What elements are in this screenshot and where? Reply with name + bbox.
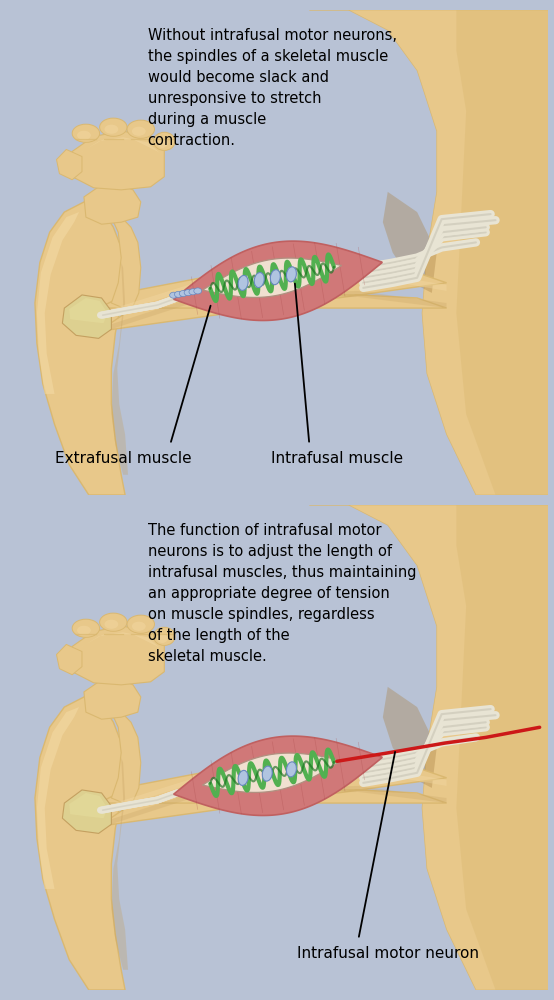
Polygon shape bbox=[203, 258, 342, 297]
Ellipse shape bbox=[105, 620, 118, 629]
Ellipse shape bbox=[132, 622, 146, 631]
Polygon shape bbox=[456, 505, 548, 990]
Text: Extrafusal muscle: Extrafusal muscle bbox=[55, 451, 192, 466]
Polygon shape bbox=[84, 679, 141, 719]
Polygon shape bbox=[72, 626, 165, 685]
Polygon shape bbox=[111, 712, 141, 806]
Ellipse shape bbox=[175, 291, 182, 297]
Polygon shape bbox=[383, 687, 437, 788]
Text: Without intrafusal motor neurons,
the spindles of a skeletal muscle
would become: Without intrafusal motor neurons, the sp… bbox=[147, 28, 397, 148]
Ellipse shape bbox=[127, 120, 155, 138]
Polygon shape bbox=[111, 758, 128, 970]
Polygon shape bbox=[79, 632, 160, 648]
Ellipse shape bbox=[157, 634, 168, 643]
Ellipse shape bbox=[286, 762, 296, 777]
Polygon shape bbox=[309, 505, 548, 990]
Polygon shape bbox=[57, 644, 82, 675]
Polygon shape bbox=[37, 212, 79, 394]
Ellipse shape bbox=[127, 615, 155, 633]
Polygon shape bbox=[35, 202, 125, 495]
Ellipse shape bbox=[72, 124, 100, 142]
Polygon shape bbox=[111, 217, 141, 311]
Polygon shape bbox=[63, 790, 111, 833]
Polygon shape bbox=[99, 766, 447, 813]
Ellipse shape bbox=[184, 290, 192, 296]
Ellipse shape bbox=[270, 270, 280, 285]
Polygon shape bbox=[99, 271, 447, 318]
Ellipse shape bbox=[157, 139, 168, 148]
Polygon shape bbox=[99, 291, 447, 333]
Text: Intrafusal motor neuron: Intrafusal motor neuron bbox=[297, 946, 479, 961]
Ellipse shape bbox=[105, 125, 118, 134]
Ellipse shape bbox=[238, 275, 248, 290]
Ellipse shape bbox=[72, 619, 100, 637]
Polygon shape bbox=[79, 137, 160, 153]
Ellipse shape bbox=[132, 127, 146, 136]
Polygon shape bbox=[456, 10, 548, 495]
Polygon shape bbox=[173, 736, 382, 815]
Text: The function of intrafusal motor
neurons is to adjust the length of
intrafusal m: The function of intrafusal motor neurons… bbox=[147, 523, 416, 664]
Polygon shape bbox=[99, 786, 447, 828]
Ellipse shape bbox=[100, 118, 127, 136]
Polygon shape bbox=[35, 697, 125, 990]
Polygon shape bbox=[203, 753, 342, 792]
Ellipse shape bbox=[189, 289, 197, 295]
Polygon shape bbox=[99, 763, 447, 826]
Polygon shape bbox=[63, 295, 111, 338]
Polygon shape bbox=[111, 263, 128, 475]
Ellipse shape bbox=[238, 770, 248, 785]
Polygon shape bbox=[383, 192, 437, 293]
Ellipse shape bbox=[153, 627, 175, 645]
Polygon shape bbox=[57, 149, 82, 180]
Ellipse shape bbox=[179, 290, 187, 297]
Ellipse shape bbox=[77, 131, 91, 140]
Polygon shape bbox=[72, 131, 165, 190]
Polygon shape bbox=[37, 707, 79, 889]
Ellipse shape bbox=[170, 292, 177, 298]
Ellipse shape bbox=[254, 273, 264, 288]
Ellipse shape bbox=[262, 766, 272, 781]
Polygon shape bbox=[69, 793, 107, 818]
Ellipse shape bbox=[77, 626, 91, 635]
Polygon shape bbox=[99, 268, 447, 331]
Text: Intrafusal muscle: Intrafusal muscle bbox=[271, 451, 403, 466]
Polygon shape bbox=[173, 241, 382, 320]
Polygon shape bbox=[309, 10, 548, 495]
Ellipse shape bbox=[100, 613, 127, 631]
Polygon shape bbox=[84, 184, 141, 224]
Polygon shape bbox=[69, 298, 107, 323]
Ellipse shape bbox=[286, 267, 296, 282]
Ellipse shape bbox=[194, 288, 202, 294]
Ellipse shape bbox=[153, 132, 175, 150]
